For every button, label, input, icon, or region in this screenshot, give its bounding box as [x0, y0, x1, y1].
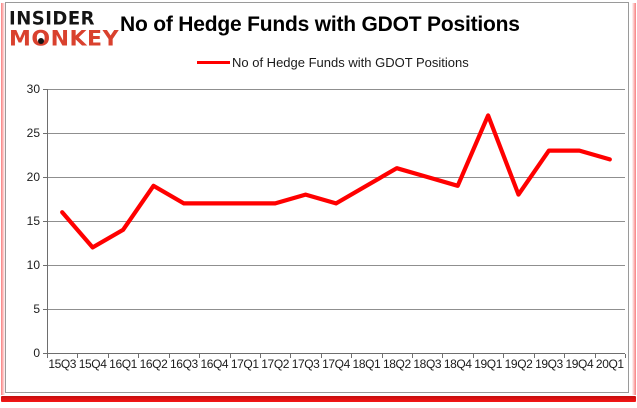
series-polyline	[60, 113, 612, 250]
x-axis-tick	[230, 354, 231, 358]
y-axis-tick	[43, 265, 47, 266]
y-gridline-5	[47, 309, 625, 310]
x-axis-tick	[473, 354, 474, 358]
x-axis-tick	[534, 354, 535, 358]
x-axis-tick-label: 18Q4	[443, 357, 472, 371]
x-axis-tick	[503, 354, 504, 358]
x-axis-tick-label: 16Q1	[109, 357, 137, 371]
y-axis-tick-label: 15	[26, 214, 40, 228]
insider-monkey-logo: INSIDER MONKEY	[9, 7, 120, 52]
x-axis-tick	[625, 354, 626, 358]
x-axis-tick-label: 19Q1	[474, 357, 502, 371]
y-axis-tick	[43, 89, 47, 90]
y-axis-line	[47, 89, 48, 354]
x-axis-tick	[138, 354, 139, 358]
y-axis-tick-label: 20	[26, 170, 40, 184]
x-axis-tick	[290, 354, 291, 358]
y-axis-tick-label: 30	[26, 82, 40, 96]
y-axis-tick	[43, 133, 47, 134]
logo-text-monkey: MONKEY	[9, 27, 120, 52]
y-axis-tick-label: 10	[26, 258, 40, 272]
x-axis-tick-label: 19Q4	[565, 357, 594, 371]
x-axis-tick-label: 18Q2	[382, 357, 411, 371]
x-axis-tick-label: 18Q3	[413, 357, 442, 371]
chart-title: No of Hedge Funds with GDOT Positions	[120, 13, 520, 36]
x-axis-line	[47, 353, 625, 354]
y-axis-tick	[43, 309, 47, 310]
x-axis-tick	[351, 354, 352, 358]
x-axis-tick	[169, 354, 170, 358]
y-axis-tick-label: 5	[33, 302, 40, 316]
x-axis-tick-label: 19Q2	[504, 357, 533, 371]
y-axis-tick	[43, 221, 47, 222]
legend-label: No of Hedge Funds with GDOT Positions	[232, 54, 469, 70]
left-red-glow	[1, 3, 5, 395]
y-gridline-15	[47, 221, 625, 222]
chart-legend: No of Hedge Funds with GDOT Positions	[197, 54, 469, 70]
x-axis-tick-label: 17Q3	[291, 357, 320, 371]
chart-image-frame	[5, 2, 629, 393]
x-axis-tick-label: 18Q1	[352, 357, 381, 371]
legend-line-marker	[197, 60, 230, 64]
x-axis-tick-label: 15Q4	[78, 357, 107, 371]
y-axis-tick-label: 0	[33, 346, 40, 360]
y-gridline-10	[47, 265, 625, 266]
monkey-eye-dot	[38, 38, 44, 44]
x-axis-tick	[321, 354, 322, 358]
x-axis-tick	[412, 354, 413, 358]
right-red-glow	[632, 3, 636, 395]
logo-text-insider: INSIDER	[9, 7, 96, 30]
x-axis-tick	[77, 354, 78, 358]
y-gridline-30	[47, 89, 625, 90]
x-axis-tick	[199, 354, 200, 358]
y-axis-tick	[43, 353, 47, 354]
x-axis-tick-label: 17Q2	[261, 357, 290, 371]
x-axis-tick-label: 17Q4	[322, 357, 350, 371]
x-axis-tick-label: 17Q1	[230, 357, 259, 371]
x-axis-labels: 15Q3 15Q4 16Q1 16Q2 16Q3 16Q4 17Q1 17Q2 17Q3 17Q4…	[47, 357, 625, 371]
x-axis-tick	[260, 354, 261, 358]
x-axis-tick-label: 15Q3	[48, 357, 77, 371]
x-axis-tick	[382, 354, 383, 358]
x-axis-tick-label: 20Q1	[595, 357, 624, 371]
x-axis-tick-label: 16Q2	[139, 357, 168, 371]
x-axis-tick	[47, 354, 48, 358]
x-axis-tick	[108, 354, 109, 358]
bottom-red-bar	[1, 396, 636, 402]
x-axis-tick-label: 16Q4	[200, 357, 229, 371]
x-axis-tick	[442, 354, 443, 358]
x-axis-tick	[595, 354, 596, 358]
y-axis-tick	[43, 177, 47, 178]
x-axis-tick	[564, 354, 565, 358]
y-gridline-25	[47, 133, 625, 134]
series-svg	[60, 113, 612, 250]
y-axis-tick-label: 25	[26, 126, 40, 140]
x-axis-tick-label: 16Q3	[170, 357, 198, 371]
y-gridline-20	[47, 177, 625, 178]
x-axis-tick-label: 19Q3	[535, 357, 563, 371]
